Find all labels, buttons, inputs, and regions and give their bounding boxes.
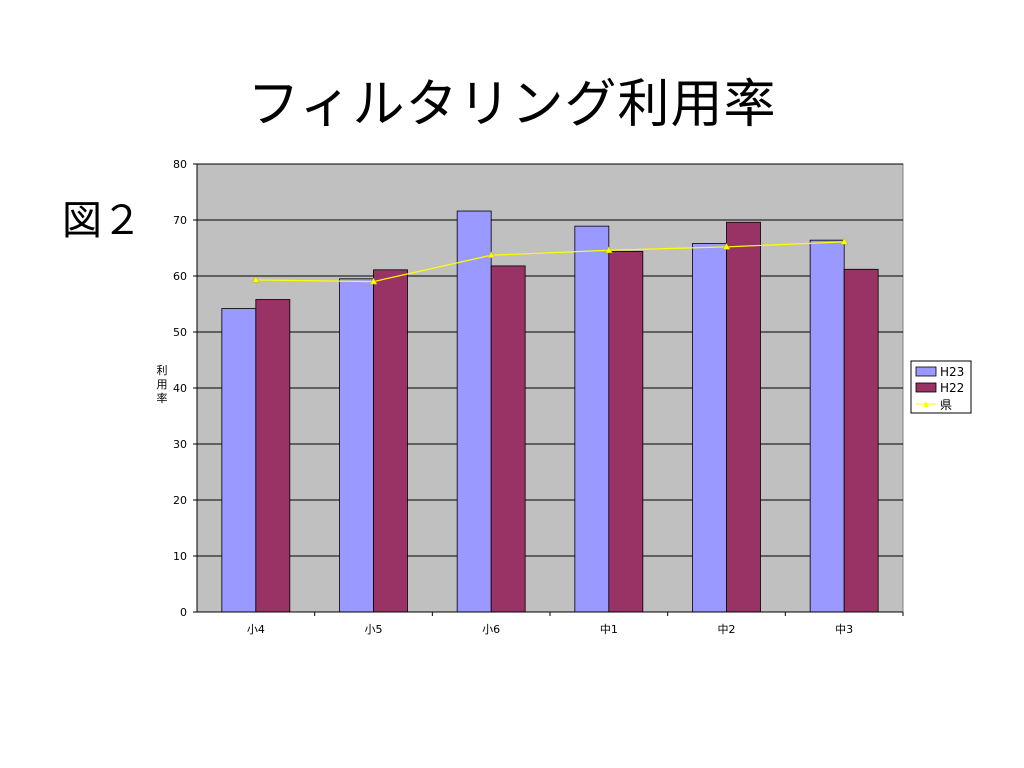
y-tick-label: 50 xyxy=(173,326,187,339)
y-tick-label: 40 xyxy=(173,382,187,395)
bars xyxy=(221,210,879,613)
x-tick-label: 中2 xyxy=(718,623,736,636)
figure-label: 図２ xyxy=(62,198,142,244)
y-tick-label: 70 xyxy=(173,214,187,227)
legend-swatch-h22 xyxy=(915,382,937,393)
county-point-0 xyxy=(251,275,260,283)
y-tick-label: 80 xyxy=(173,158,187,171)
bar-h22-4 xyxy=(726,221,761,613)
bar-h23-3 xyxy=(574,225,610,613)
x-tick-label: 中3 xyxy=(835,623,853,636)
legend-marker-county xyxy=(923,401,929,407)
y-axis-title: 利用率 xyxy=(157,364,168,405)
x-tick-label: 小5 xyxy=(365,623,383,636)
legend-label-h23: H23 xyxy=(940,365,964,379)
county-point-5 xyxy=(840,237,849,245)
legend-swatch-h23 xyxy=(915,366,937,377)
y-tick-label: 0 xyxy=(180,606,187,619)
bar-h22-2 xyxy=(490,265,526,613)
bar-h22-1 xyxy=(373,269,408,613)
y-tick-label: 10 xyxy=(173,550,187,563)
county-point-1 xyxy=(369,277,378,285)
y-tick-labels: 0 10 20 30 40 50 60 70 80 xyxy=(173,158,197,619)
bar-h22-3 xyxy=(608,250,644,613)
county-line xyxy=(255,241,845,283)
y-axis-label: 利用率 xyxy=(157,364,168,405)
legend-label-county: 県 xyxy=(940,398,952,412)
y-tick-label: 30 xyxy=(173,438,187,451)
x-tick-label: 小4 xyxy=(247,623,265,636)
bar-h22-0 xyxy=(255,299,291,613)
slide-title: フィルタリング利用率 xyxy=(247,75,777,135)
x-tick-labels: 小4 小5 小6 中1 中2 中3 xyxy=(247,612,904,636)
county-point-4 xyxy=(722,242,731,250)
bar-h23-2 xyxy=(456,210,492,613)
legend-label-h22: H22 xyxy=(940,381,964,395)
bar-h23-4 xyxy=(692,243,727,613)
legend: H23 H22 県 xyxy=(910,360,972,414)
bar-h23-0 xyxy=(221,308,257,613)
x-tick-label: 小6 xyxy=(482,623,500,636)
y-tick-label: 20 xyxy=(173,494,187,507)
x-tick-label: 中1 xyxy=(600,623,618,636)
y-tick-label: 60 xyxy=(173,270,187,283)
county-point-2 xyxy=(487,251,496,259)
county-point-3 xyxy=(604,246,613,253)
bar-h23-1 xyxy=(339,278,374,613)
gridlines xyxy=(197,163,903,557)
county-line-series xyxy=(251,237,849,285)
bar-h22-5 xyxy=(843,268,879,613)
bar-h23-5 xyxy=(809,239,845,613)
